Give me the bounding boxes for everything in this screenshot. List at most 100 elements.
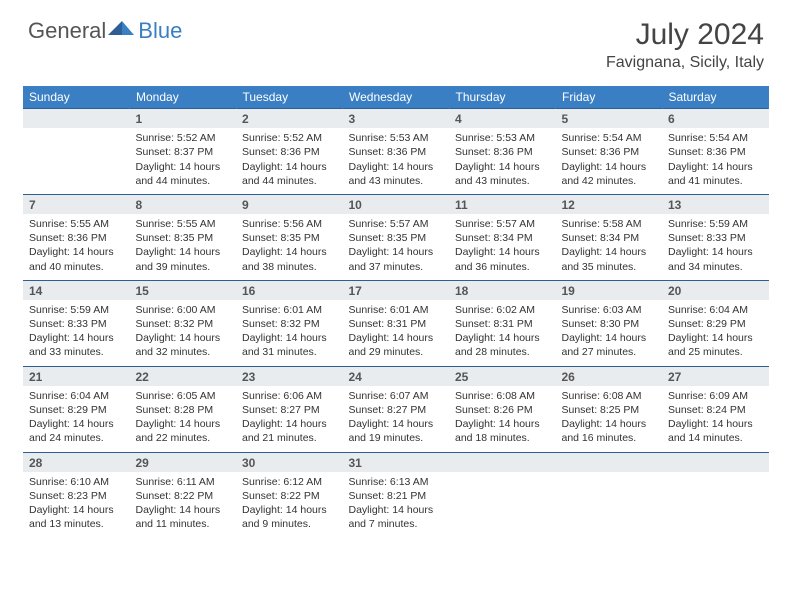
day-number-cell <box>449 452 556 472</box>
day-number-cell: 25 <box>449 366 556 386</box>
day-info-cell: Sunrise: 5:59 AMSunset: 8:33 PMDaylight:… <box>662 214 769 280</box>
sunset-line: Sunset: 8:32 PM <box>136 317 231 331</box>
sunrise-line: Sunrise: 5:57 AM <box>349 217 444 231</box>
sunset-line: Sunset: 8:34 PM <box>455 231 550 245</box>
day-info-cell <box>449 472 556 538</box>
day-number-cell: 28 <box>23 452 130 472</box>
sunrise-line: Sunrise: 6:10 AM <box>29 475 124 489</box>
day-number-cell: 17 <box>343 280 450 300</box>
day-info-cell <box>556 472 663 538</box>
sunset-line: Sunset: 8:35 PM <box>349 231 444 245</box>
logo-text-general: General <box>28 18 106 44</box>
day-info-cell: Sunrise: 5:57 AMSunset: 8:35 PMDaylight:… <box>343 214 450 280</box>
day-info-row: Sunrise: 5:59 AMSunset: 8:33 PMDaylight:… <box>23 300 769 366</box>
sunrise-line: Sunrise: 5:57 AM <box>455 217 550 231</box>
day-number-cell: 18 <box>449 280 556 300</box>
day-info-cell <box>662 472 769 538</box>
daylight-line: Daylight: 14 hours and 21 minutes. <box>242 417 337 445</box>
sunrise-line: Sunrise: 5:55 AM <box>29 217 124 231</box>
sunset-line: Sunset: 8:22 PM <box>136 489 231 503</box>
day-number-cell: 20 <box>662 280 769 300</box>
day-info-cell: Sunrise: 6:04 AMSunset: 8:29 PMDaylight:… <box>23 386 130 452</box>
day-number-cell: 21 <box>23 366 130 386</box>
sunset-line: Sunset: 8:32 PM <box>242 317 337 331</box>
daylight-line: Daylight: 14 hours and 44 minutes. <box>242 160 337 188</box>
day-number-row: 28293031 <box>23 452 769 472</box>
sunset-line: Sunset: 8:35 PM <box>136 231 231 245</box>
day-number-cell: 29 <box>130 452 237 472</box>
day-number-cell: 22 <box>130 366 237 386</box>
calendar-table: SundayMondayTuesdayWednesdayThursdayFrid… <box>23 86 769 538</box>
daylight-line: Daylight: 14 hours and 36 minutes. <box>455 245 550 273</box>
day-info-cell: Sunrise: 6:09 AMSunset: 8:24 PMDaylight:… <box>662 386 769 452</box>
day-info-cell: Sunrise: 6:07 AMSunset: 8:27 PMDaylight:… <box>343 386 450 452</box>
sunset-line: Sunset: 8:34 PM <box>562 231 657 245</box>
day-number-cell: 10 <box>343 194 450 214</box>
daylight-line: Daylight: 14 hours and 43 minutes. <box>455 160 550 188</box>
day-number-row: 14151617181920 <box>23 280 769 300</box>
day-number-cell: 13 <box>662 194 769 214</box>
sunrise-line: Sunrise: 6:00 AM <box>136 303 231 317</box>
day-number-cell: 4 <box>449 109 556 129</box>
sunrise-line: Sunrise: 5:59 AM <box>29 303 124 317</box>
day-info-cell: Sunrise: 6:00 AMSunset: 8:32 PMDaylight:… <box>130 300 237 366</box>
sunrise-line: Sunrise: 5:52 AM <box>136 131 231 145</box>
day-number-cell: 15 <box>130 280 237 300</box>
daylight-line: Daylight: 14 hours and 25 minutes. <box>668 331 763 359</box>
daylight-line: Daylight: 14 hours and 39 minutes. <box>136 245 231 273</box>
day-info-cell: Sunrise: 6:03 AMSunset: 8:30 PMDaylight:… <box>556 300 663 366</box>
sunset-line: Sunset: 8:36 PM <box>455 145 550 159</box>
day-info-cell: Sunrise: 5:53 AMSunset: 8:36 PMDaylight:… <box>343 128 450 194</box>
day-number-cell: 6 <box>662 109 769 129</box>
day-number-cell: 26 <box>556 366 663 386</box>
day-number-cell: 30 <box>236 452 343 472</box>
sunset-line: Sunset: 8:36 PM <box>562 145 657 159</box>
sunrise-line: Sunrise: 5:59 AM <box>668 217 763 231</box>
day-info-cell: Sunrise: 6:06 AMSunset: 8:27 PMDaylight:… <box>236 386 343 452</box>
sunset-line: Sunset: 8:23 PM <box>29 489 124 503</box>
day-info-cell: Sunrise: 6:01 AMSunset: 8:31 PMDaylight:… <box>343 300 450 366</box>
day-info-cell: Sunrise: 5:52 AMSunset: 8:37 PMDaylight:… <box>130 128 237 194</box>
sunrise-line: Sunrise: 6:11 AM <box>136 475 231 489</box>
day-number-cell: 31 <box>343 452 450 472</box>
daylight-line: Daylight: 14 hours and 19 minutes. <box>349 417 444 445</box>
day-info-cell: Sunrise: 5:55 AMSunset: 8:36 PMDaylight:… <box>23 214 130 280</box>
day-info-cell: Sunrise: 5:57 AMSunset: 8:34 PMDaylight:… <box>449 214 556 280</box>
day-info-row: Sunrise: 6:10 AMSunset: 8:23 PM Daylight:… <box>23 472 769 538</box>
sunrise-line: Sunrise: 6:06 AM <box>242 389 337 403</box>
sunrise-line: Sunrise: 6:08 AM <box>455 389 550 403</box>
day-info-cell: Sunrise: 5:59 AMSunset: 8:33 PMDaylight:… <box>23 300 130 366</box>
daylight-line: Daylight: 14 hours and 16 minutes. <box>562 417 657 445</box>
page-header: General Blue July 2024 Favignana, Sicily… <box>0 0 792 80</box>
day-info-cell: Sunrise: 6:01 AMSunset: 8:32 PMDaylight:… <box>236 300 343 366</box>
day-number-cell: 12 <box>556 194 663 214</box>
sunset-line: Sunset: 8:27 PM <box>349 403 444 417</box>
day-number-cell: 19 <box>556 280 663 300</box>
daylight-line: Daylight: 14 hours and 31 minutes. <box>242 331 337 359</box>
day-number-cell: 8 <box>130 194 237 214</box>
day-number-cell: 9 <box>236 194 343 214</box>
weekday-header: Saturday <box>662 86 769 109</box>
day-info-cell: Sunrise: 6:11 AMSunset: 8:22 PMDaylight:… <box>130 472 237 538</box>
weekday-header: Sunday <box>23 86 130 109</box>
sunrise-line: Sunrise: 6:04 AM <box>668 303 763 317</box>
day-number-cell <box>662 452 769 472</box>
weekday-header: Monday <box>130 86 237 109</box>
day-info-cell: Sunrise: 5:56 AMSunset: 8:35 PMDaylight:… <box>236 214 343 280</box>
day-number-cell: 5 <box>556 109 663 129</box>
daylight-line: Daylight: 14 hours and 7 minutes. <box>349 503 444 531</box>
day-info-row: Sunrise: 6:04 AMSunset: 8:29 PMDaylight:… <box>23 386 769 452</box>
daylight-line: Daylight: 14 hours and 22 minutes. <box>136 417 231 445</box>
logo-mark-icon <box>108 17 136 37</box>
sunset-line: Sunset: 8:33 PM <box>668 231 763 245</box>
day-info-cell: Sunrise: 6:04 AMSunset: 8:29 PMDaylight:… <box>662 300 769 366</box>
daylight-line: Daylight: 14 hours and 34 minutes. <box>668 245 763 273</box>
day-info-cell: Sunrise: 5:54 AMSunset: 8:36 PMDaylight:… <box>662 128 769 194</box>
sunset-line: Sunset: 8:35 PM <box>242 231 337 245</box>
day-info-cell: Sunrise: 6:12 AMSunset: 8:22 PMDaylight:… <box>236 472 343 538</box>
day-info-cell: Sunrise: 5:52 AMSunset: 8:36 PMDaylight:… <box>236 128 343 194</box>
sunset-line: Sunset: 8:21 PM <box>349 489 444 503</box>
daylight-line: Daylight: 14 hours and 33 minutes. <box>29 331 124 359</box>
day-info-cell: Sunrise: 6:05 AMSunset: 8:28 PMDaylight:… <box>130 386 237 452</box>
day-number-cell: 1 <box>130 109 237 129</box>
